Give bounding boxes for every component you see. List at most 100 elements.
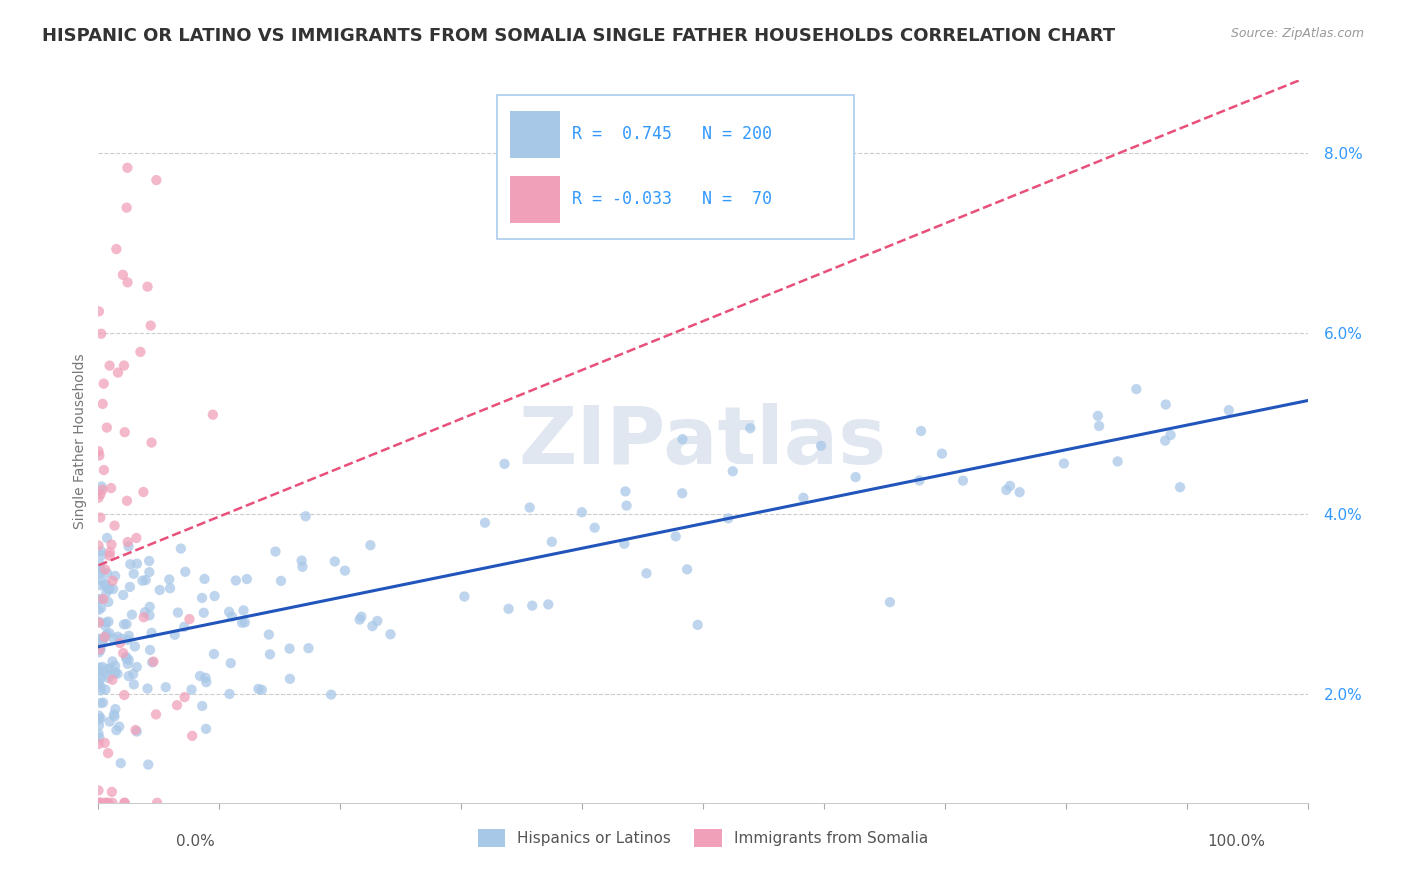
Point [87, 615, 110, 630]
Point [97, 615, 120, 629]
Point [89, 660, 111, 674]
Point [94, 682, 117, 697]
Point [125, 557, 148, 571]
Point [218, 687, 240, 701]
Point [614, 484, 637, 499]
Text: HISPANIC OR LATINO VS IMMIGRANTS FROM SOMALIA SINGLE FATHER HOUSEHOLDS CORRELATI: HISPANIC OR LATINO VS IMMIGRANTS FROM SO… [42, 27, 1115, 45]
Point [225, 574, 247, 588]
Point [111, 268, 134, 282]
Point [717, 511, 740, 525]
Point [250, 682, 273, 697]
Point [87, 664, 110, 678]
Point [333, 564, 356, 578]
Point [112, 359, 135, 373]
Point [247, 681, 270, 696]
Point [91, 634, 114, 648]
Point [118, 669, 141, 683]
Point [87, 675, 110, 690]
Point [202, 647, 225, 661]
Point [142, 655, 165, 669]
Point [350, 609, 373, 624]
Point [879, 595, 901, 609]
Point [380, 627, 402, 641]
Point [103, 518, 125, 533]
Point [89, 574, 111, 588]
Point [97, 671, 120, 685]
Point [90, 634, 112, 648]
Point [537, 598, 560, 612]
Point [101, 673, 124, 687]
Point [104, 665, 127, 679]
Point [138, 565, 160, 579]
Point [114, 796, 136, 810]
Point [91, 592, 114, 607]
Point [998, 479, 1021, 493]
Point [170, 541, 193, 556]
Point [101, 655, 124, 669]
Point [174, 565, 197, 579]
Point [89, 449, 111, 463]
Point [98, 545, 121, 559]
Point [163, 628, 186, 642]
Point [136, 757, 159, 772]
Point [522, 599, 544, 613]
Point [96, 585, 118, 599]
Point [278, 641, 301, 656]
Point [90, 680, 112, 694]
Point [270, 574, 292, 588]
Point [613, 537, 636, 551]
Point [97, 662, 120, 676]
Point [107, 666, 129, 681]
Point [94, 629, 117, 643]
Point [96, 420, 118, 434]
Point [540, 534, 562, 549]
Point [231, 615, 253, 630]
Point [100, 537, 122, 551]
Point [103, 709, 125, 723]
Point [87, 491, 110, 505]
Point [686, 618, 709, 632]
Point [115, 650, 138, 665]
Point [87, 603, 110, 617]
Point [89, 796, 111, 810]
Point [740, 421, 762, 435]
Text: Source: ZipAtlas.com: Source: ZipAtlas.com [1230, 27, 1364, 40]
Point [671, 486, 693, 500]
Point [149, 582, 172, 597]
Point [87, 304, 110, 318]
Point [97, 746, 120, 760]
Point [87, 796, 110, 810]
Point [124, 723, 146, 737]
Point [193, 572, 215, 586]
Point [121, 607, 143, 622]
Point [1088, 419, 1111, 434]
Point [145, 707, 167, 722]
Point [110, 756, 132, 771]
Point [117, 540, 139, 554]
Point [89, 665, 111, 680]
Point [98, 549, 121, 563]
Point [112, 617, 135, 632]
Y-axis label: Single Father Households: Single Father Households [73, 354, 87, 529]
Point [361, 619, 384, 633]
Point [349, 613, 371, 627]
Point [908, 474, 931, 488]
Point [194, 671, 217, 685]
Point [1218, 403, 1240, 417]
Point [236, 572, 259, 586]
Point [117, 657, 139, 671]
Point [89, 487, 111, 501]
Point [1154, 397, 1177, 411]
Point [94, 666, 117, 681]
Point [100, 481, 122, 495]
Point [89, 578, 111, 592]
Point [108, 720, 131, 734]
Point [87, 676, 110, 690]
Point [98, 582, 121, 596]
Point [167, 606, 190, 620]
Point [366, 614, 388, 628]
Point [474, 516, 496, 530]
Point [125, 660, 148, 674]
Point [278, 672, 301, 686]
Point [910, 424, 932, 438]
